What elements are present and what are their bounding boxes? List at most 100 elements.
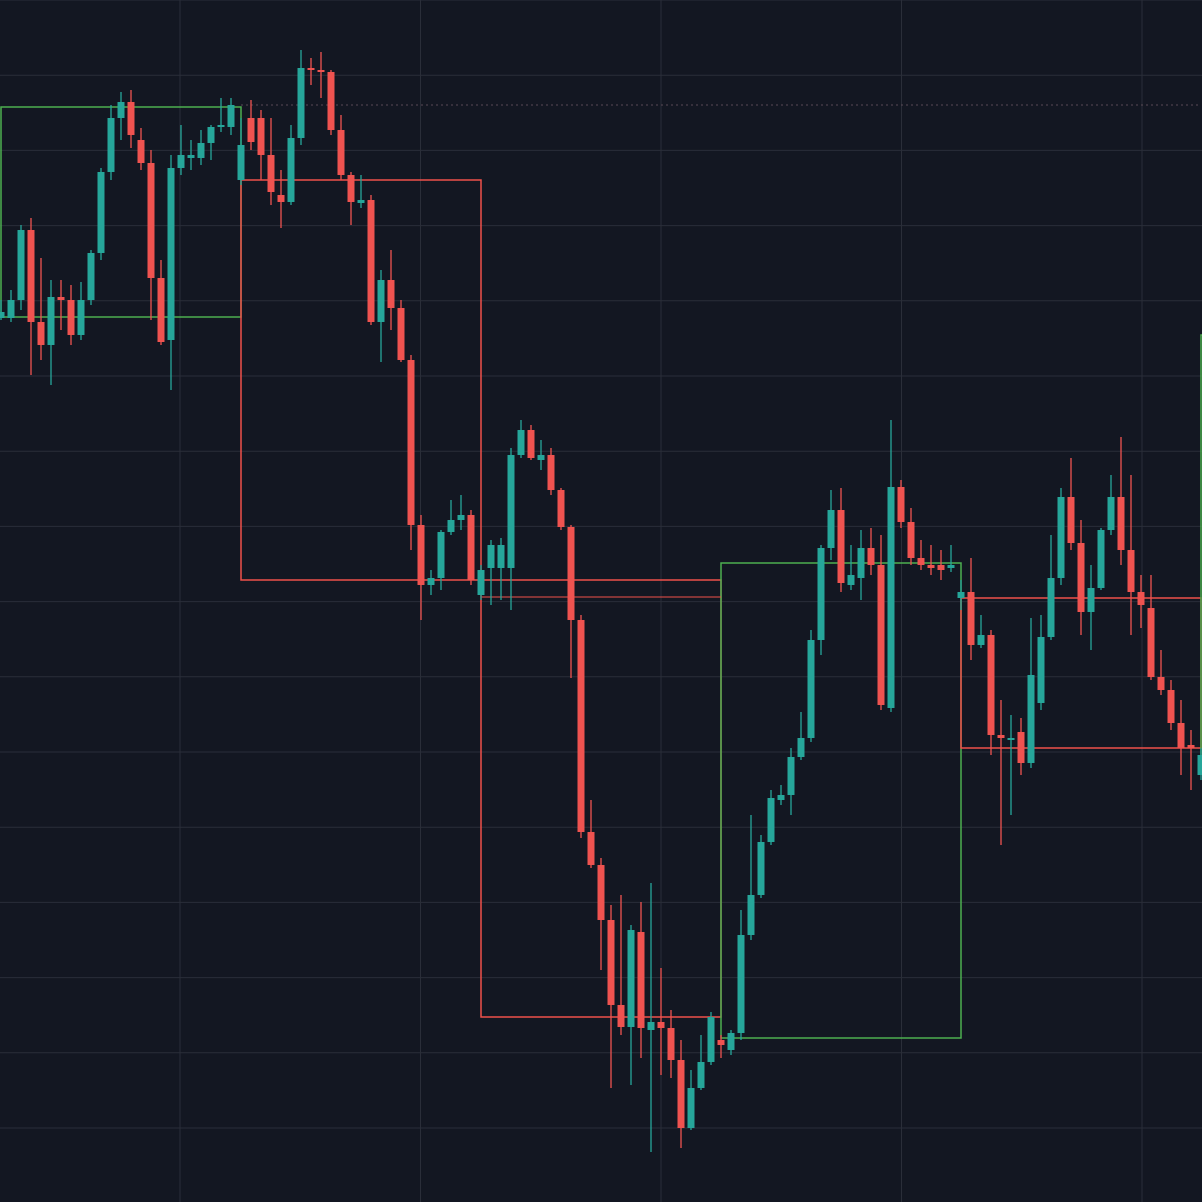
candle-body xyxy=(767,798,775,842)
candle-body xyxy=(487,545,495,568)
candle-body xyxy=(1117,497,1125,550)
candle-body xyxy=(377,280,385,322)
candle-body xyxy=(977,635,985,645)
candle-body xyxy=(217,125,225,127)
candle-body xyxy=(1137,592,1145,605)
candle-body xyxy=(427,578,435,585)
candle-body xyxy=(737,935,745,1033)
candle-body xyxy=(837,510,845,583)
candle-body xyxy=(97,172,105,253)
candle-body xyxy=(657,1022,665,1028)
candle-body xyxy=(707,1017,715,1062)
candle-body xyxy=(1157,677,1165,690)
candle-body xyxy=(367,200,375,322)
candle-body xyxy=(937,565,945,570)
candle-body xyxy=(687,1088,695,1128)
candle-body xyxy=(607,920,615,1005)
candle-body xyxy=(447,520,455,532)
candle-body xyxy=(17,230,25,300)
candle-body xyxy=(127,102,135,135)
candle-body xyxy=(587,832,595,865)
candle-body xyxy=(467,515,475,580)
candle-body xyxy=(557,490,565,527)
candle-body xyxy=(247,118,255,142)
candle-body xyxy=(1197,755,1202,775)
candle-body xyxy=(1007,738,1015,740)
candle-body xyxy=(1147,608,1155,677)
candle-body xyxy=(1017,732,1025,763)
candle-body xyxy=(47,297,55,345)
candle-body xyxy=(177,155,185,168)
candle-body xyxy=(257,118,265,155)
candle-body xyxy=(197,143,205,158)
candle-body xyxy=(697,1062,705,1088)
candle-body xyxy=(997,735,1005,738)
candle-body xyxy=(727,1033,735,1050)
candle-body xyxy=(857,548,865,578)
candle-body xyxy=(547,455,555,490)
candle-body xyxy=(1047,578,1055,637)
candle-body xyxy=(507,455,515,568)
box xyxy=(1200,334,1202,763)
candle-body xyxy=(527,430,535,458)
candle-body xyxy=(927,565,935,568)
candle-body xyxy=(297,68,305,138)
candle-body xyxy=(717,1040,725,1045)
candle-body xyxy=(847,575,855,585)
candle-body xyxy=(567,527,575,620)
candle-body xyxy=(667,1028,675,1060)
candle-body xyxy=(147,163,155,278)
candle-body xyxy=(1187,745,1195,748)
candle-body xyxy=(947,565,955,568)
candle-body xyxy=(497,545,505,568)
candle-body xyxy=(1027,675,1035,763)
candle-body xyxy=(517,430,525,455)
candle-body xyxy=(617,1005,625,1027)
candle-body xyxy=(917,558,925,565)
candle-body xyxy=(117,102,125,118)
candle-body xyxy=(207,127,215,143)
candle-body xyxy=(347,175,355,202)
candle-body xyxy=(407,360,415,525)
candle-body xyxy=(967,592,975,645)
candle-body xyxy=(597,865,605,920)
candle-body xyxy=(437,532,445,578)
candle-body xyxy=(237,145,245,180)
candle-body xyxy=(647,1022,655,1030)
candle-body xyxy=(27,230,35,322)
candle-body xyxy=(627,930,635,1027)
candle-body xyxy=(777,795,785,800)
candle-body xyxy=(157,278,165,342)
candle-body xyxy=(757,842,765,895)
candle-body xyxy=(1177,723,1185,748)
candle-body xyxy=(327,72,335,130)
candle-body xyxy=(1067,497,1075,543)
candle-body xyxy=(87,253,95,300)
candle-body xyxy=(827,510,835,548)
candle-body xyxy=(807,640,815,738)
candle-body xyxy=(987,635,995,735)
candle-body xyxy=(387,280,395,308)
candle-body xyxy=(1057,497,1065,578)
candle-body xyxy=(267,155,275,192)
candle-body xyxy=(1107,497,1115,530)
candle-body xyxy=(1097,530,1105,588)
candle-body xyxy=(137,140,145,163)
candle-body xyxy=(57,297,65,300)
candle-body xyxy=(337,130,345,175)
candle-body xyxy=(0,312,5,318)
candle-body xyxy=(67,300,75,335)
candle-body xyxy=(187,155,195,158)
candle-body xyxy=(107,118,115,172)
candle-body xyxy=(877,565,885,705)
candle-body xyxy=(887,487,895,708)
candle-body xyxy=(907,522,915,558)
candle-body xyxy=(227,105,235,127)
candle-body xyxy=(1167,690,1175,723)
candle-body xyxy=(1077,543,1085,612)
candle-body xyxy=(577,620,585,832)
